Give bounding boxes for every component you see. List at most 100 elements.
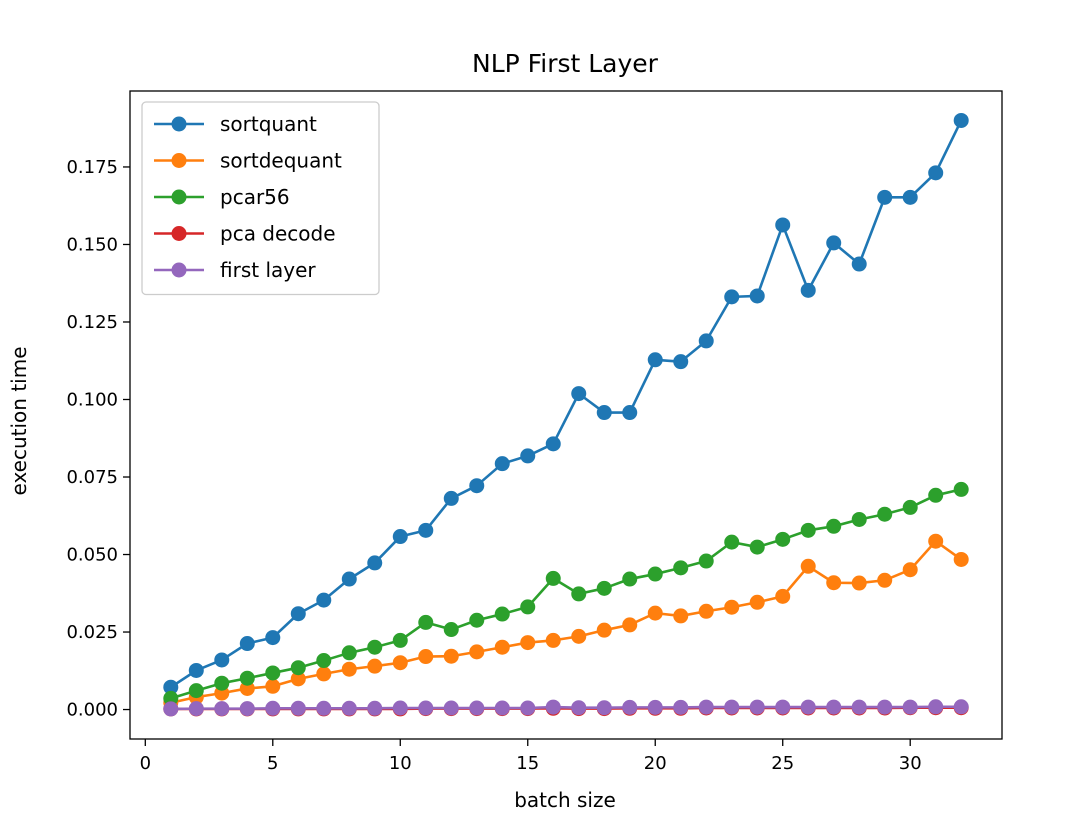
data-point bbox=[928, 487, 944, 503]
data-point bbox=[367, 555, 383, 571]
data-point bbox=[698, 553, 714, 569]
data-point bbox=[418, 522, 434, 538]
legend-marker bbox=[171, 116, 187, 132]
data-point bbox=[953, 699, 969, 715]
plot-frame bbox=[129, 90, 1003, 740]
legend-item: first layer bbox=[154, 258, 316, 282]
data-point bbox=[520, 635, 536, 651]
data-point bbox=[239, 670, 255, 686]
data-point bbox=[469, 700, 485, 716]
data-point bbox=[418, 649, 434, 665]
data-point bbox=[902, 499, 918, 515]
data-point bbox=[851, 699, 867, 715]
data-point bbox=[647, 352, 663, 368]
legend-label: first layer bbox=[220, 258, 316, 282]
data-point bbox=[469, 612, 485, 628]
y-tick-label: 0.150 bbox=[66, 234, 118, 255]
data-point bbox=[392, 632, 408, 648]
legend-label: pcar56 bbox=[220, 185, 290, 209]
data-point bbox=[545, 436, 561, 452]
data-point bbox=[188, 701, 204, 717]
legend-marker bbox=[171, 153, 187, 168]
data-point bbox=[673, 699, 689, 715]
x-tick-label: 15 bbox=[516, 753, 539, 774]
data-point bbox=[622, 617, 638, 633]
data-point bbox=[596, 580, 612, 596]
data-point bbox=[520, 700, 536, 716]
x-tick-label: 10 bbox=[389, 753, 412, 774]
data-point bbox=[749, 539, 765, 555]
legend-marker bbox=[171, 189, 187, 205]
data-point bbox=[596, 405, 612, 421]
data-point bbox=[826, 575, 842, 591]
data-point bbox=[520, 448, 536, 464]
data-point bbox=[214, 701, 230, 717]
data-point bbox=[163, 701, 179, 717]
data-point bbox=[188, 662, 204, 678]
legend-marker bbox=[171, 226, 187, 241]
data-point bbox=[494, 606, 510, 622]
data-point bbox=[673, 560, 689, 576]
legend-box bbox=[141, 101, 380, 296]
data-point bbox=[724, 599, 740, 615]
data-point bbox=[341, 700, 357, 716]
legend-marker bbox=[171, 262, 187, 278]
y-axis-label: execution time bbox=[7, 346, 31, 495]
data-point bbox=[800, 282, 816, 298]
data-point bbox=[188, 683, 204, 699]
data-point bbox=[316, 700, 332, 716]
data-point bbox=[724, 699, 740, 715]
x-tick-label: 30 bbox=[899, 753, 922, 774]
data-point bbox=[902, 562, 918, 578]
legend: sortquant sortdequant pcar56 pca decode firs… bbox=[141, 101, 380, 296]
data-point bbox=[622, 699, 638, 715]
data-point bbox=[596, 622, 612, 638]
y-tick-label: 0.075 bbox=[66, 467, 118, 488]
data-point bbox=[494, 639, 510, 655]
data-point bbox=[902, 189, 918, 205]
data-point bbox=[749, 288, 765, 304]
data-point bbox=[698, 699, 714, 715]
x-tick-label: 0 bbox=[140, 753, 151, 774]
data-point bbox=[469, 644, 485, 660]
data-point bbox=[545, 570, 561, 586]
data-point bbox=[265, 665, 281, 681]
data-point bbox=[290, 606, 306, 622]
data-point bbox=[443, 622, 459, 638]
axes: 0 5 10 15 20 25 30 0.000 0.025 0.050 0.075 0.100 0.1… bbox=[66, 90, 1003, 774]
data-point bbox=[647, 605, 663, 621]
data-point bbox=[622, 405, 638, 421]
data-point bbox=[469, 478, 485, 494]
legend-item: sortquant bbox=[154, 112, 317, 136]
data-point bbox=[571, 628, 587, 644]
data-point bbox=[826, 518, 842, 534]
data-point bbox=[418, 614, 434, 630]
data-point bbox=[877, 189, 893, 205]
data-point bbox=[214, 652, 230, 668]
data-point bbox=[673, 608, 689, 624]
data-point bbox=[418, 700, 434, 716]
data-point bbox=[316, 653, 332, 669]
y-tick-label: 0.125 bbox=[66, 312, 118, 333]
legend-item: pcar56 bbox=[154, 185, 290, 209]
x-tick-label: 20 bbox=[644, 753, 667, 774]
series-4 bbox=[163, 699, 969, 717]
data-point bbox=[800, 522, 816, 538]
data-point bbox=[443, 700, 459, 716]
data-point bbox=[724, 534, 740, 550]
data-point bbox=[622, 571, 638, 587]
data-point bbox=[749, 699, 765, 715]
data-point bbox=[443, 648, 459, 664]
data-point bbox=[392, 700, 408, 716]
data-point bbox=[698, 603, 714, 619]
y-tick-label: 0.100 bbox=[66, 389, 118, 410]
data-point bbox=[341, 661, 357, 677]
data-point bbox=[341, 645, 357, 661]
data-point bbox=[800, 558, 816, 574]
legend-item: sortdequant bbox=[154, 149, 342, 173]
data-point bbox=[851, 511, 867, 527]
data-point bbox=[290, 660, 306, 676]
legend-label: sortdequant bbox=[220, 149, 342, 173]
